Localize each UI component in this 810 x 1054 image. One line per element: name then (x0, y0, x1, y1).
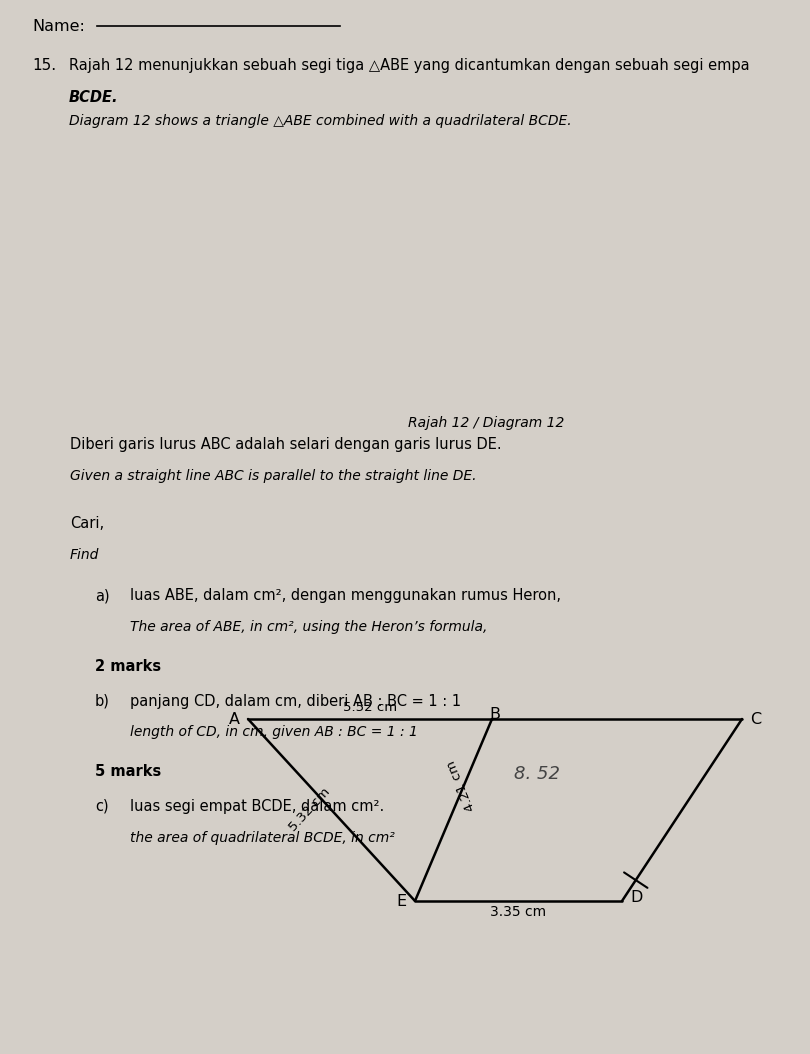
Text: the area of quadrilateral BCDE, in cm²: the area of quadrilateral BCDE, in cm² (130, 831, 395, 844)
Text: 5.32 cm: 5.32 cm (287, 785, 333, 835)
Text: 5 marks: 5 marks (95, 764, 161, 779)
Text: 8. 52: 8. 52 (514, 765, 560, 783)
Text: c): c) (95, 799, 109, 814)
Text: luas ABE, dalam cm², dengan menggunakan rumus Heron,: luas ABE, dalam cm², dengan menggunakan … (130, 588, 561, 603)
Text: 2 marks: 2 marks (95, 659, 161, 674)
Text: 15.: 15. (32, 58, 57, 73)
Text: D: D (630, 890, 642, 905)
Text: 3.35 cm: 3.35 cm (490, 905, 547, 919)
Text: The area of ABE, in cm², using the Heron’s formula,: The area of ABE, in cm², using the Heron… (130, 620, 488, 633)
Text: Diagram 12 shows a triangle △ABE combined with a quadrilateral BCDE.: Diagram 12 shows a triangle △ABE combine… (69, 114, 572, 128)
Text: a): a) (95, 588, 109, 603)
Text: Cari,: Cari, (70, 516, 104, 531)
Text: 4.21 cm: 4.21 cm (445, 758, 477, 813)
Text: b): b) (95, 694, 110, 708)
Text: Rajah 12 menunjukkan sebuah segi tiga △ABE yang dicantumkan dengan sebuah segi e: Rajah 12 menunjukkan sebuah segi tiga △A… (69, 58, 749, 73)
Text: Name:: Name: (32, 19, 85, 34)
Text: 5.52 cm: 5.52 cm (343, 701, 397, 714)
Text: Given a straight line ABC is parallel to the straight line DE.: Given a straight line ABC is parallel to… (70, 469, 476, 483)
Text: B: B (489, 707, 500, 722)
Text: Rajah 12 / Diagram 12: Rajah 12 / Diagram 12 (407, 416, 565, 430)
Text: A: A (229, 711, 240, 726)
Text: C: C (750, 711, 761, 726)
Text: panjang CD, dalam cm, diberi AB : BC = 1 : 1: panjang CD, dalam cm, diberi AB : BC = 1… (130, 694, 461, 708)
Text: E: E (397, 894, 407, 909)
Text: length of CD, in cm, given AB : BC = 1 : 1: length of CD, in cm, given AB : BC = 1 :… (130, 725, 418, 739)
Text: BCDE.: BCDE. (69, 90, 118, 104)
Text: luas segi empat BCDE, dalam cm².: luas segi empat BCDE, dalam cm². (130, 799, 384, 814)
Text: Find: Find (70, 548, 100, 562)
Text: Diberi garis lurus ABC adalah selari dengan garis lurus DE.: Diberi garis lurus ABC adalah selari den… (70, 437, 501, 452)
